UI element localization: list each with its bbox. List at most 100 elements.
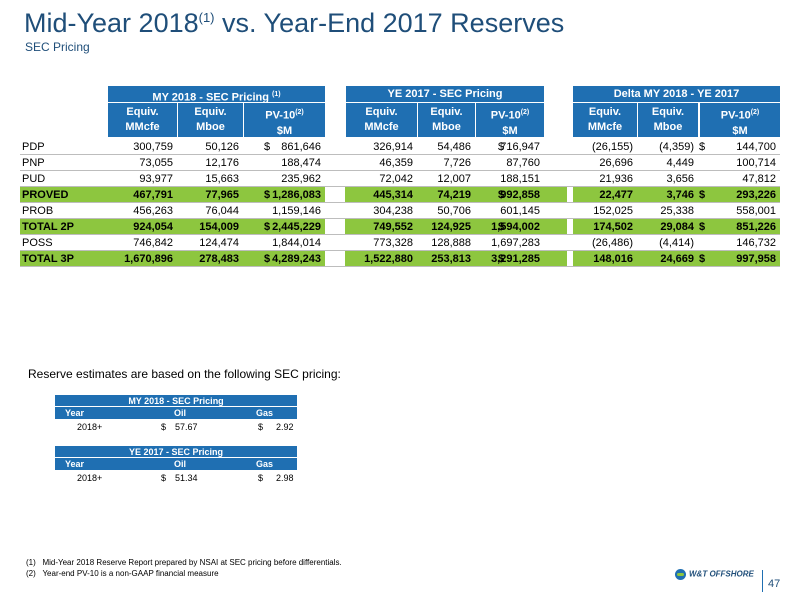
page-title: Mid-Year 2018(1) vs. Year-End 2017 Reser… (24, 8, 565, 38)
pricing-note: Reserve estimates are based on the follo… (28, 367, 341, 381)
table-cell: 154,009 (199, 221, 239, 233)
table-cell: 467,791 (133, 189, 173, 201)
year-header: Year (65, 408, 85, 418)
oil-header: Oil (174, 459, 187, 469)
table-cell: 746,842 (133, 237, 173, 249)
table-row: TOTAL 2P 924,054 154,009 2,445,229 749,552 12… (20, 219, 780, 235)
dollar-sign: $ (498, 189, 505, 201)
group-gap (567, 139, 573, 155)
table-cell: 7,726 (443, 157, 471, 169)
table-row: POSS 746,842 124,474 1,844,014 773,328 128,88… (20, 235, 780, 251)
row-separator (20, 266, 780, 267)
table-cell: 93,977 (139, 173, 173, 185)
table-cell: 997,958 (736, 253, 776, 265)
table-row: PROVED 467,791 77,965 1,286,083 445,314 74,21… (20, 187, 780, 203)
table-cell: 47,812 (742, 173, 776, 185)
table-cell: 77,965 (205, 189, 239, 201)
pricing-table-header: Year Oil Gas (55, 407, 297, 419)
table-cell: 146,732 (736, 237, 776, 249)
table-cell: (4,359) (659, 141, 694, 153)
row-label: PNP (22, 157, 45, 169)
table-cell: 148,016 (593, 253, 633, 265)
pricing-table-header: Year Oil Gas (55, 458, 297, 470)
year-value: 2018+ (77, 473, 103, 483)
table-cell: 1,159,146 (272, 205, 321, 217)
group-header: Delta MY 2018 - YE 2017 (573, 86, 780, 103)
group-gap (567, 251, 573, 267)
group-header: YE 2017 - SEC Pricing (346, 86, 544, 103)
footer-divider (762, 570, 763, 592)
table-cell: 3,656 (666, 173, 694, 185)
table-cell: 174,502 (593, 221, 633, 233)
row-separator (20, 202, 780, 203)
gas-value: 2.92 (276, 422, 294, 432)
table-cell: (26,155) (592, 141, 633, 153)
table-cell: 29,084 (660, 221, 694, 233)
year-header: Year (65, 459, 85, 469)
table-cell: 278,483 (199, 253, 239, 265)
table-cell: 152,025 (593, 205, 633, 217)
table-cell: 12,007 (437, 173, 471, 185)
dollar-sign: $ (498, 221, 505, 233)
dollar-sign: $ (498, 141, 505, 153)
oil-dollar: $ (161, 473, 167, 483)
group-gap (567, 171, 573, 187)
group-gap (325, 139, 345, 155)
gas-dollar: $ (258, 422, 264, 432)
oil-value: 51.34 (175, 473, 198, 483)
table-cell: 293,226 (736, 189, 776, 201)
table-cell: 326,914 (373, 141, 413, 153)
pricing-row: 2018+ $ 57.67 $ 2.92 (55, 419, 297, 435)
row-separator (20, 186, 780, 187)
table-cell: 253,813 (431, 253, 471, 265)
group-gap (325, 171, 345, 187)
table-cell: 3,291,285 (491, 253, 540, 265)
table-cell: 128,888 (431, 237, 471, 249)
table-cell: 773,328 (373, 237, 413, 249)
table-cell: 50,126 (205, 141, 239, 153)
table-cell: 54,486 (437, 141, 471, 153)
reserves-table: MY 2018 - SEC Pricing (1) YE 2017 - SEC P… (20, 86, 780, 268)
table-cell: 445,314 (373, 189, 413, 201)
table-cell: 74,219 (437, 189, 471, 201)
table-cell: 1,670,896 (124, 253, 173, 265)
table-cell: 300,759 (133, 141, 173, 153)
table-cell: 144,700 (736, 141, 776, 153)
column-header: Equiv. Mboe (638, 103, 698, 137)
column-header: PV-10(2) $M (476, 103, 544, 137)
table-cell: 15,663 (205, 173, 239, 185)
table-cell: 22,477 (599, 189, 633, 201)
table-cell: (26,486) (592, 237, 633, 249)
group-gap (325, 235, 345, 251)
table-cell: 304,238 (373, 205, 413, 217)
table-cell: 851,226 (736, 221, 776, 233)
table-cell: 26,696 (599, 157, 633, 169)
table-row: PDP 300,759 50,126 861,646 326,914 54,486 716,… (20, 139, 780, 155)
row-separator (20, 234, 780, 235)
table-cell: 188,474 (281, 157, 321, 169)
dollar-sign: $ (699, 189, 706, 201)
dollar-sign: $ (264, 221, 271, 233)
table-cell: 992,858 (500, 189, 540, 201)
row-label: POSS (22, 237, 53, 249)
group-gap (325, 187, 345, 203)
row-label: PDP (22, 141, 45, 153)
group-gap (325, 203, 345, 219)
pricing-row: 2018+ $ 51.34 $ 2.98 (55, 470, 297, 486)
group-gap (325, 251, 345, 267)
table-cell: 124,925 (431, 221, 471, 233)
row-separator (20, 218, 780, 219)
table-cell: 24,669 (660, 253, 694, 265)
row-label: TOTAL 2P (22, 221, 74, 233)
logo-icon (675, 569, 686, 580)
pricing-table-my2018: MY 2018 - SEC Pricing Year Oil Gas 2018+… (55, 395, 297, 435)
table-cell: (4,414) (659, 237, 694, 249)
group-gap (567, 203, 573, 219)
group-header: MY 2018 - SEC Pricing (1) (108, 86, 325, 104)
row-separator (20, 170, 780, 171)
table-cell: 749,552 (373, 221, 413, 233)
column-header: Equiv. MMcfe (346, 103, 417, 137)
dollar-sign: $ (264, 189, 271, 201)
table-row: TOTAL 3P 1,670,896 278,483 4,289,243 1,522,8… (20, 251, 780, 267)
table-cell: 50,706 (437, 205, 471, 217)
